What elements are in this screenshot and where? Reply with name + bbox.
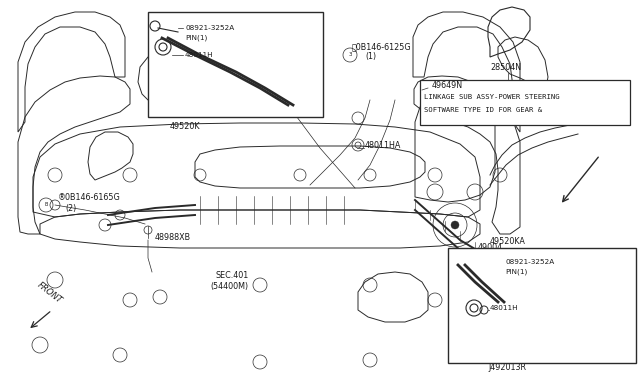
Text: 48011H: 48011H: [490, 305, 518, 311]
Text: 28504N: 28504N: [490, 64, 521, 73]
Text: 49649N: 49649N: [432, 80, 463, 90]
Text: 48988XB: 48988XB: [155, 234, 191, 243]
Text: FRONT: FRONT: [36, 280, 64, 305]
Text: (2): (2): [65, 203, 76, 212]
Text: (54400M): (54400M): [210, 282, 248, 292]
Text: PIN(1): PIN(1): [505, 269, 527, 275]
Text: SEC.401: SEC.401: [215, 270, 248, 279]
Text: B: B: [44, 202, 48, 208]
Text: 49004: 49004: [478, 244, 503, 253]
Text: 49520KA: 49520KA: [490, 237, 526, 247]
Text: 48011HA: 48011HA: [365, 141, 401, 150]
Circle shape: [451, 221, 459, 229]
Text: PIN(1): PIN(1): [185, 35, 207, 41]
Text: 49520K: 49520K: [170, 122, 200, 131]
Text: (1): (1): [365, 52, 376, 61]
Text: 08921-3252A: 08921-3252A: [185, 25, 234, 31]
Text: ®0B146-6165G: ®0B146-6165G: [58, 193, 121, 202]
Text: 0B146-6125G: 0B146-6125G: [352, 42, 412, 51]
Text: 48011H: 48011H: [185, 52, 214, 58]
Bar: [148, 12, 323, 117]
Text: 08921-3252A: 08921-3252A: [505, 259, 554, 265]
Text: 3: 3: [348, 52, 352, 58]
Text: J492013R: J492013R: [488, 363, 526, 372]
Text: LINKAGE SUB ASSY-POWER STEERING: LINKAGE SUB ASSY-POWER STEERING: [424, 94, 559, 100]
Text: SOFTWARE TYPE ID FOR GEAR &: SOFTWARE TYPE ID FOR GEAR &: [424, 107, 542, 113]
Bar: [420, 80, 630, 125]
Bar: [448, 248, 636, 363]
